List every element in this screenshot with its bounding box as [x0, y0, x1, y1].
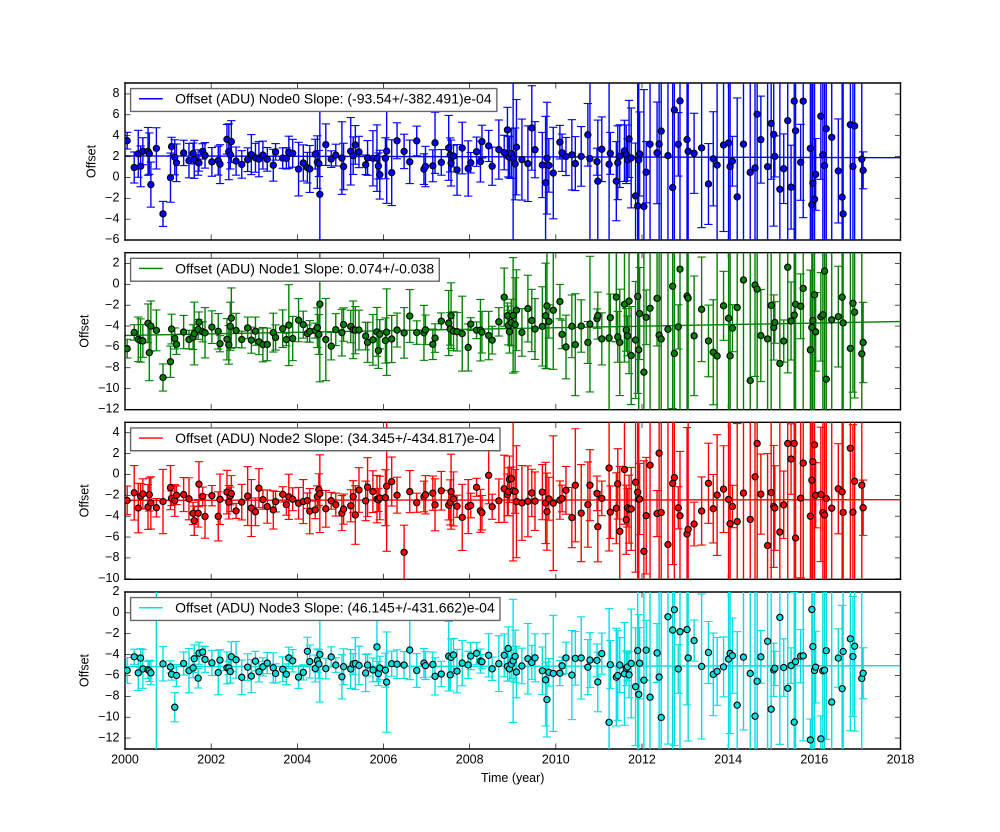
svg-text:2000: 2000 — [111, 753, 139, 767]
svg-text:−4: −4 — [105, 508, 119, 522]
svg-text:−2: −2 — [105, 488, 119, 502]
svg-text:0: 0 — [112, 467, 119, 481]
svg-text:Offset: Offset — [78, 484, 92, 518]
svg-text:−10: −10 — [98, 709, 119, 723]
svg-text:−2: −2 — [105, 191, 119, 205]
svg-text:−2: −2 — [105, 626, 119, 640]
svg-text:−10: −10 — [98, 381, 119, 395]
svg-text:2004: 2004 — [283, 753, 311, 767]
svg-text:Offset: Offset — [78, 314, 92, 348]
svg-text:2008: 2008 — [456, 753, 484, 767]
svg-text:−8: −8 — [105, 550, 119, 564]
svg-text:Offset (ADU) Node2 Slope: (34.: Offset (ADU) Node2 Slope: (34.345+/-434.… — [175, 430, 495, 446]
svg-text:2006: 2006 — [370, 753, 398, 767]
svg-text:−10: −10 — [98, 571, 119, 585]
svg-text:−4: −4 — [105, 647, 119, 661]
svg-text:2: 2 — [112, 149, 119, 163]
svg-text:−2: −2 — [105, 297, 119, 311]
svg-text:2016: 2016 — [800, 753, 828, 767]
svg-text:4: 4 — [112, 128, 119, 142]
svg-text:Offset (ADU) Node0 Slope: (-93: Offset (ADU) Node0 Slope: (-93.54+/-382.… — [175, 91, 492, 107]
svg-text:2014: 2014 — [714, 753, 742, 767]
svg-text:0: 0 — [112, 277, 119, 291]
svg-text:2002: 2002 — [197, 753, 225, 767]
svg-text:−6: −6 — [105, 529, 119, 543]
svg-text:0: 0 — [112, 605, 119, 619]
svg-text:2010: 2010 — [542, 753, 570, 767]
svg-text:−4: −4 — [105, 211, 119, 225]
svg-text:Offset (ADU) Node1 Slope: 0.07: Offset (ADU) Node1 Slope: 0.074+/-0.038 — [175, 260, 434, 276]
svg-text:2: 2 — [112, 446, 119, 460]
svg-text:6: 6 — [112, 107, 119, 121]
svg-text:Offset: Offset — [78, 653, 92, 687]
svg-text:0: 0 — [112, 170, 119, 184]
svg-text:Offset (ADU) Node3 Slope: (46.: Offset (ADU) Node3 Slope: (46.145+/-431.… — [175, 600, 495, 616]
svg-text:8: 8 — [112, 86, 119, 100]
svg-text:−4: −4 — [105, 318, 119, 332]
svg-text:2012: 2012 — [628, 753, 656, 767]
svg-text:2018: 2018 — [887, 753, 915, 767]
svg-text:Time (year): Time (year) — [481, 771, 544, 785]
svg-text:2: 2 — [112, 584, 119, 598]
svg-text:4: 4 — [112, 425, 119, 439]
svg-text:Offset: Offset — [85, 144, 99, 178]
svg-text:2: 2 — [112, 256, 119, 270]
svg-text:−12: −12 — [98, 402, 119, 416]
svg-text:−6: −6 — [105, 339, 119, 353]
svg-text:−6: −6 — [105, 668, 119, 682]
svg-text:−8: −8 — [105, 360, 119, 374]
svg-text:−8: −8 — [105, 689, 119, 703]
svg-text:−6: −6 — [105, 232, 119, 246]
svg-text:−12: −12 — [98, 730, 119, 744]
